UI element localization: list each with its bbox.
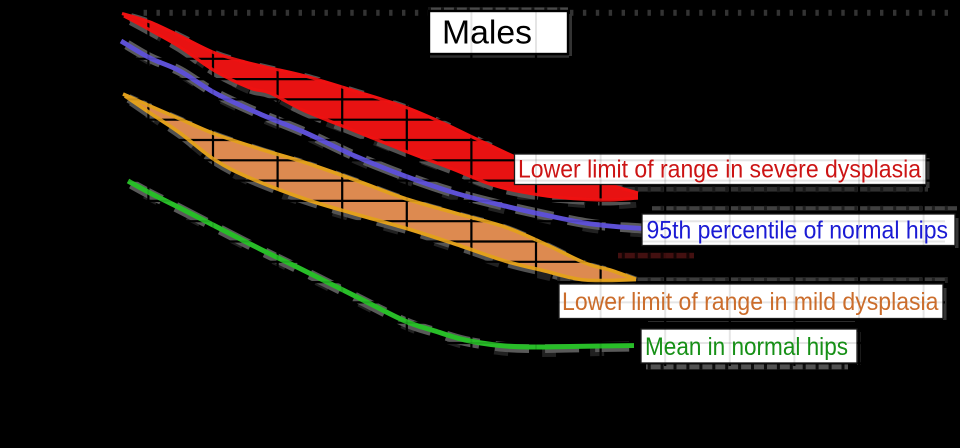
svg-text:Mean in normal hips: Mean in normal hips — [645, 334, 848, 361]
svg-text:Males: Males — [442, 15, 532, 52]
svg-text:Lower limit of range in severe: Lower limit of range in severe dysplasia — [518, 156, 921, 183]
svg-text:Lower limit of range in mild d: Lower limit of range in mild dysplasia — [562, 289, 939, 316]
svg-text:95th percentile of normal hips: 95th percentile of normal hips — [647, 217, 949, 244]
